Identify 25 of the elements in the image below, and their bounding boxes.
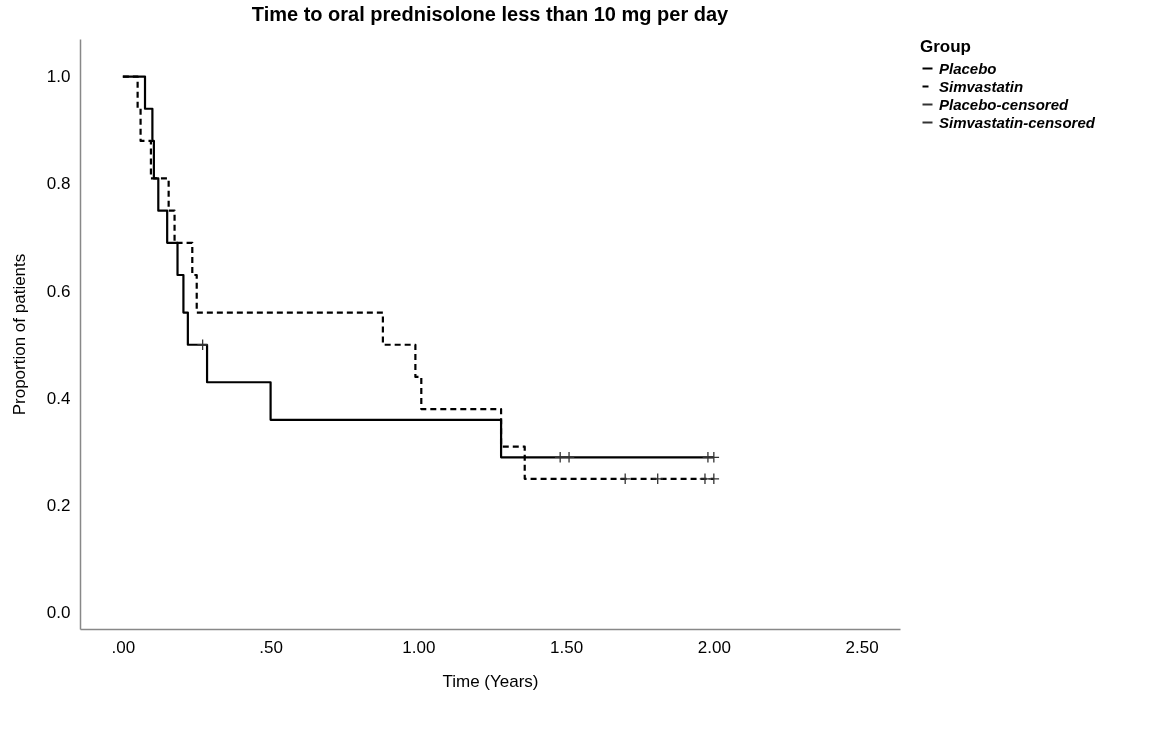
y-axis-title: Proportion of patients — [9, 253, 29, 416]
y-tick-label: 0.8 — [46, 174, 71, 194]
x-tick-label: .00 — [111, 637, 136, 657]
point — [619, 472, 632, 485]
legend-label: Placebo-censored — [939, 95, 1070, 113]
point — [699, 472, 711, 485]
y-tick-label: 1.0 — [46, 67, 71, 87]
x-tick-label: .50 — [259, 637, 283, 657]
chart-title: Time to oral prednisolone less than 10 mg per day — [251, 3, 730, 25]
legend-label: Simvastatin-censored — [939, 113, 1096, 131]
point — [651, 472, 664, 485]
legend-title: Group — [920, 37, 971, 56]
y-tick-label: 0.4 — [46, 388, 71, 408]
point — [707, 472, 720, 485]
y-tick-label: 0.0 — [46, 603, 71, 623]
point — [196, 338, 209, 351]
legend-label: Placebo — [939, 59, 997, 77]
y-tick-label: 0.2 — [46, 496, 71, 516]
y-tick-label: 0.6 — [46, 281, 71, 301]
legend-label: Simvastatin — [939, 77, 1024, 95]
x-tick-label: 1.50 — [550, 637, 584, 657]
x-tick-label: 1.00 — [402, 637, 436, 657]
x-tick-label: 2.00 — [697, 637, 731, 657]
x-axis-title: Time (Years) — [442, 671, 539, 691]
x-tick-label: 2.50 — [845, 637, 879, 657]
